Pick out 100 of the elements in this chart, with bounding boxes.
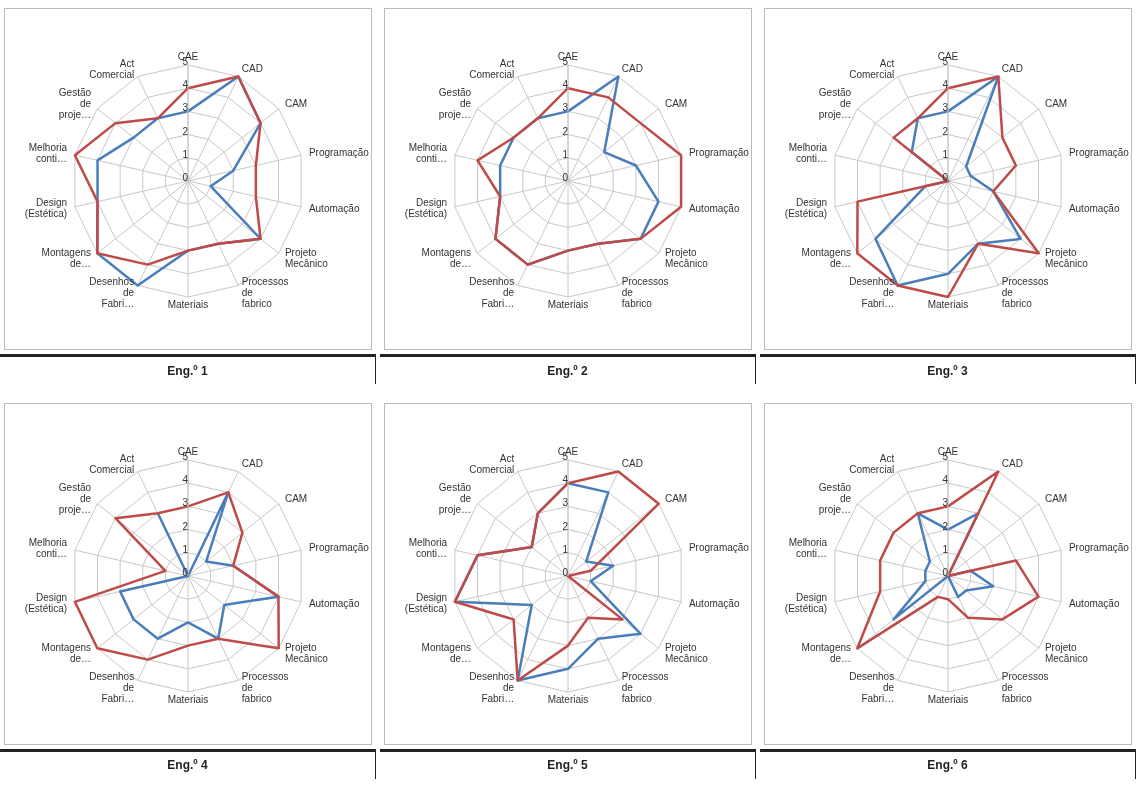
spoke-label: Desenhos de Fabri… xyxy=(849,669,895,703)
y-tick-label: 2 xyxy=(942,520,949,532)
spoke-label: Gestão de proje… xyxy=(818,86,852,120)
spoke-label: Materiais xyxy=(167,298,209,310)
text: Eng.º 2 xyxy=(380,354,756,384)
spoke-label: Automação xyxy=(1068,202,1120,214)
spoke-label: Act Comercial xyxy=(89,451,135,474)
spoke-label: Montagens de… xyxy=(421,640,472,663)
spoke-label: Programação xyxy=(688,541,750,553)
spoke-label: Act Comercial xyxy=(89,57,135,80)
spoke-label: Materiais xyxy=(927,693,969,705)
spoke-label: Processos de fabrico xyxy=(621,669,669,703)
text: Eng.º 3 xyxy=(760,354,1136,384)
spoke-label: Montagens de… xyxy=(801,640,852,663)
spoke-label: Automação xyxy=(1068,596,1120,608)
spoke-label: Projeto Mecânico xyxy=(284,640,329,663)
spoke-label: CAD xyxy=(1001,457,1023,469)
y-tick-label: 3 xyxy=(562,102,569,114)
spoke-label: CAD xyxy=(241,457,263,469)
spoke-label: Materiais xyxy=(547,298,589,310)
y-tick-label: 4 xyxy=(942,473,949,485)
spoke-label: Projeto Mecânico xyxy=(1044,640,1089,663)
spoke-label: CAM xyxy=(1044,97,1068,109)
y-tick-label: 1 xyxy=(942,543,949,555)
spoke-label: CAM xyxy=(664,491,688,503)
y-tick-label: 4 xyxy=(562,79,569,91)
spoke-label: CAM xyxy=(284,97,308,109)
spoke-label: CAD xyxy=(621,457,643,469)
y-tick-label: 1 xyxy=(182,148,189,160)
spoke-label: Materiais xyxy=(927,298,969,310)
spoke-label: Programação xyxy=(1068,541,1130,553)
y-tick-label: 3 xyxy=(182,496,189,508)
spoke-label: Processos de fabrico xyxy=(241,669,289,703)
spoke-label: Melhoria conti… xyxy=(788,141,828,164)
y-tick-label: 0 xyxy=(942,172,949,183)
spoke-label: Projeto Mecânico xyxy=(284,246,329,269)
spoke-label: Materiais xyxy=(167,693,209,705)
spoke-label: Montagens de… xyxy=(421,246,472,269)
spoke-label: Automação xyxy=(688,596,740,608)
spoke-label: Melhoria conti… xyxy=(408,141,448,164)
y-tick-label: 2 xyxy=(182,520,189,532)
spoke-label: Programação xyxy=(308,147,370,159)
y-tick-label: 2 xyxy=(562,520,569,532)
spoke-label: Processos de fabrico xyxy=(621,275,669,309)
y-tick-label: 2 xyxy=(182,125,189,137)
y-tick-label: 4 xyxy=(182,79,189,91)
text: Eng.º 1 xyxy=(0,354,376,384)
spoke-label: Programação xyxy=(688,147,750,159)
spoke-label: Materiais xyxy=(547,693,589,705)
y-tick-label: 4 xyxy=(942,79,949,91)
spoke-label: Projeto Mecânico xyxy=(664,640,709,663)
spoke-label: Processos de fabrico xyxy=(1001,669,1049,703)
y-tick-label: 2 xyxy=(942,125,949,137)
y-tick-label: 4 xyxy=(182,473,189,485)
text: Eng.º 6 xyxy=(760,748,1136,779)
spoke-label: Gestão de proje… xyxy=(438,86,472,120)
y-tick-label: 0 xyxy=(182,172,189,183)
spoke-label: Melhoria conti… xyxy=(408,536,448,559)
spoke-label: CAD xyxy=(1001,62,1023,74)
y-tick-label: 1 xyxy=(182,543,189,555)
spoke-label: Programação xyxy=(1068,147,1130,159)
spoke-label: CAD xyxy=(241,62,263,74)
text: Eng.º 5 xyxy=(380,748,756,779)
spoke-label: Design (Estética) xyxy=(24,591,68,614)
y-tick-label: 0 xyxy=(562,566,569,578)
spoke-label: Desenhos de Fabri… xyxy=(469,669,515,703)
spoke-label: Automação xyxy=(688,202,740,214)
spoke-label: CAM xyxy=(1044,491,1068,503)
spoke-label: Automação xyxy=(308,596,360,608)
spoke-label: Desenhos de Fabri… xyxy=(89,669,135,703)
spoke-label: Programação xyxy=(308,541,370,553)
spoke-label: Montagens de… xyxy=(41,640,92,663)
y-tick-label: 3 xyxy=(562,496,569,508)
spoke-label: Act Comercial xyxy=(469,57,515,80)
spoke-label: Design (Estética) xyxy=(404,591,448,614)
y-tick-label: 1 xyxy=(942,148,949,160)
spoke-label: Gestão de proje… xyxy=(58,86,92,120)
spoke-label: Montagens de… xyxy=(41,246,92,269)
y-tick-label: 0 xyxy=(562,172,569,183)
spoke-label: Desenhos de Fabri… xyxy=(469,275,515,309)
spoke-label: Act Comercial xyxy=(469,451,515,474)
spoke-label: CAD xyxy=(621,62,643,74)
spoke-label: Gestão de proje… xyxy=(58,480,92,514)
spoke-label: Gestão de proje… xyxy=(438,480,472,514)
y-tick-label: 0 xyxy=(942,566,949,578)
y-tick-label: 3 xyxy=(942,496,949,508)
y-tick-label: 3 xyxy=(182,102,189,114)
spoke-label: Processos de fabrico xyxy=(1001,275,1049,309)
text: Eng.º 4 xyxy=(0,748,376,779)
spoke-label: Act Comercial xyxy=(849,57,895,80)
spoke-label: Melhoria conti… xyxy=(788,536,828,559)
spoke-label: Design (Estética) xyxy=(784,196,828,219)
spoke-label: Processos de fabrico xyxy=(241,275,289,309)
spoke-label: Melhoria conti… xyxy=(28,536,68,559)
spoke-label: Projeto Mecânico xyxy=(1044,246,1089,269)
y-tick-label: 0 xyxy=(182,566,189,578)
y-tick-label: 2 xyxy=(562,125,569,137)
y-tick-label: 3 xyxy=(942,102,949,114)
spoke-label: Montagens de… xyxy=(801,246,852,269)
y-tick-label: 1 xyxy=(562,148,569,160)
